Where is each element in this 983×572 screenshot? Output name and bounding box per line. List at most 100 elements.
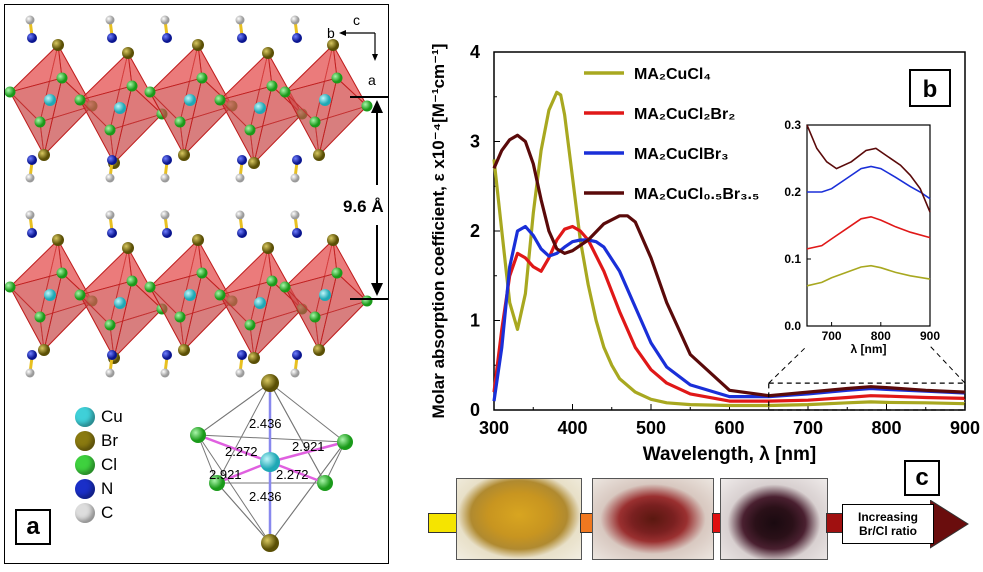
n-atom bbox=[27, 228, 37, 238]
cu-atom bbox=[114, 102, 126, 114]
cu-atom bbox=[114, 297, 126, 309]
legend-item-c: C bbox=[75, 503, 113, 523]
c-atom bbox=[290, 210, 300, 220]
cl-atom bbox=[5, 86, 16, 98]
cl-atom bbox=[126, 80, 138, 92]
br-atom bbox=[327, 39, 339, 51]
n-atom bbox=[292, 228, 302, 238]
cl-atom bbox=[74, 94, 86, 106]
inset-x-tick-label: 700 bbox=[822, 329, 842, 343]
legend-label: Br bbox=[101, 431, 118, 450]
x-tick-label: 800 bbox=[871, 418, 901, 438]
inset-series-line bbox=[806, 124, 931, 213]
legend-item-br: Br bbox=[75, 431, 118, 451]
arrow-head bbox=[930, 500, 969, 549]
atom-cu-icon bbox=[75, 407, 95, 427]
br-atom bbox=[262, 47, 274, 59]
cl-atom bbox=[34, 116, 46, 128]
bond-length-right-bottom: 2.272 bbox=[276, 467, 309, 482]
inset-series-line bbox=[806, 264, 931, 287]
c-atom bbox=[160, 368, 170, 378]
c-atom bbox=[235, 210, 245, 220]
n-atom bbox=[292, 33, 302, 43]
br-atom bbox=[248, 352, 260, 364]
cl-atom bbox=[196, 267, 208, 279]
zoom-connector bbox=[929, 345, 966, 384]
x-tick-label: 300 bbox=[479, 418, 509, 438]
n-atom bbox=[107, 155, 117, 165]
bond-length-left-bottom: 2.921 bbox=[209, 467, 242, 482]
cl-atom bbox=[361, 295, 373, 307]
n-atom bbox=[107, 33, 117, 43]
n-atom bbox=[27, 350, 37, 360]
c-atom bbox=[290, 15, 300, 25]
absorption-chart: 300 400 500 600 700 800 900 0 1 2 3 4 Wavelength, λ … bbox=[429, 42, 980, 465]
y-tick-label: 0 bbox=[470, 400, 480, 420]
n-atom bbox=[107, 350, 117, 360]
n-atom bbox=[237, 155, 247, 165]
x-tick-label: 900 bbox=[950, 418, 980, 438]
interlayer-distance-marker: 9.6 Å bbox=[343, 96, 389, 300]
cl-atom bbox=[144, 281, 156, 293]
cu-atom bbox=[254, 102, 266, 114]
legend-item-cl: Cl bbox=[75, 455, 117, 475]
br-atom bbox=[192, 234, 204, 246]
br-atom bbox=[313, 344, 325, 356]
cu-octahedron-detail: 2.436 2.272 2.921 2.921 2.272 2.436 bbox=[190, 374, 353, 552]
inset-y-tick-label: 0.0 bbox=[784, 319, 801, 333]
legend-label: C bbox=[101, 503, 114, 522]
y-axis-label: Molar absorption coefficient, ε x10⁻⁴[M⁻… bbox=[429, 44, 448, 419]
bond-length-top: 2.436 bbox=[249, 416, 282, 431]
inset-x-axis-label: λ [nm] bbox=[851, 342, 887, 356]
interlayer-distance-label: 9.6 Å bbox=[343, 197, 384, 216]
cl-atom bbox=[126, 275, 138, 287]
inset-x-tick-label: 900 bbox=[920, 329, 940, 343]
br-atom bbox=[122, 242, 134, 254]
br-atom bbox=[38, 149, 50, 161]
panel-c-label: c bbox=[904, 460, 940, 496]
cl-atom bbox=[174, 116, 186, 128]
cl-atom bbox=[104, 124, 116, 136]
br-atom bbox=[178, 344, 190, 356]
c-atom bbox=[105, 368, 115, 378]
c-atom bbox=[235, 15, 245, 25]
cl-atom bbox=[214, 289, 226, 301]
panel-b-label: b bbox=[923, 76, 938, 103]
c-atom bbox=[160, 15, 170, 25]
cl-atom bbox=[309, 116, 321, 128]
n-atom bbox=[292, 155, 302, 165]
zoom-region bbox=[768, 382, 966, 411]
br-atom bbox=[122, 47, 134, 59]
y-tick-label: 4 bbox=[470, 42, 480, 62]
series-line bbox=[492, 224, 966, 402]
n-atom bbox=[27, 155, 37, 165]
cu-atom bbox=[44, 289, 56, 301]
atom-c-icon bbox=[75, 503, 95, 523]
br-atom bbox=[313, 149, 325, 161]
cl-atom bbox=[361, 100, 373, 112]
axis-c-label: c bbox=[353, 12, 360, 28]
inset-y-tick-label: 0.1 bbox=[784, 252, 801, 266]
cl-atom bbox=[144, 86, 156, 98]
br-atom bbox=[262, 242, 274, 254]
c-atom bbox=[235, 173, 245, 183]
legend-label: MA₂CuCl₀.₅Br₃.₅ bbox=[634, 186, 759, 203]
sample-photo-cl2br2 bbox=[592, 478, 714, 560]
series-line bbox=[492, 90, 966, 408]
y-tick-label: 3 bbox=[470, 132, 480, 152]
increasing-ratio-label: Increasing Br/Cl ratio bbox=[842, 504, 934, 544]
x-tick-label: 700 bbox=[793, 418, 823, 438]
n-atom bbox=[162, 155, 172, 165]
c-atom bbox=[105, 210, 115, 220]
cu-atom bbox=[184, 289, 196, 301]
c-atom bbox=[160, 173, 170, 183]
br-atom bbox=[327, 234, 339, 246]
cl-atom bbox=[279, 281, 291, 293]
inset-series-line bbox=[806, 215, 931, 250]
series-line bbox=[492, 224, 966, 403]
n-atom bbox=[107, 228, 117, 238]
cl-atom bbox=[174, 311, 186, 323]
cl-atom bbox=[5, 281, 16, 293]
c-atom bbox=[25, 210, 35, 220]
color-bar-yellow bbox=[428, 513, 458, 533]
